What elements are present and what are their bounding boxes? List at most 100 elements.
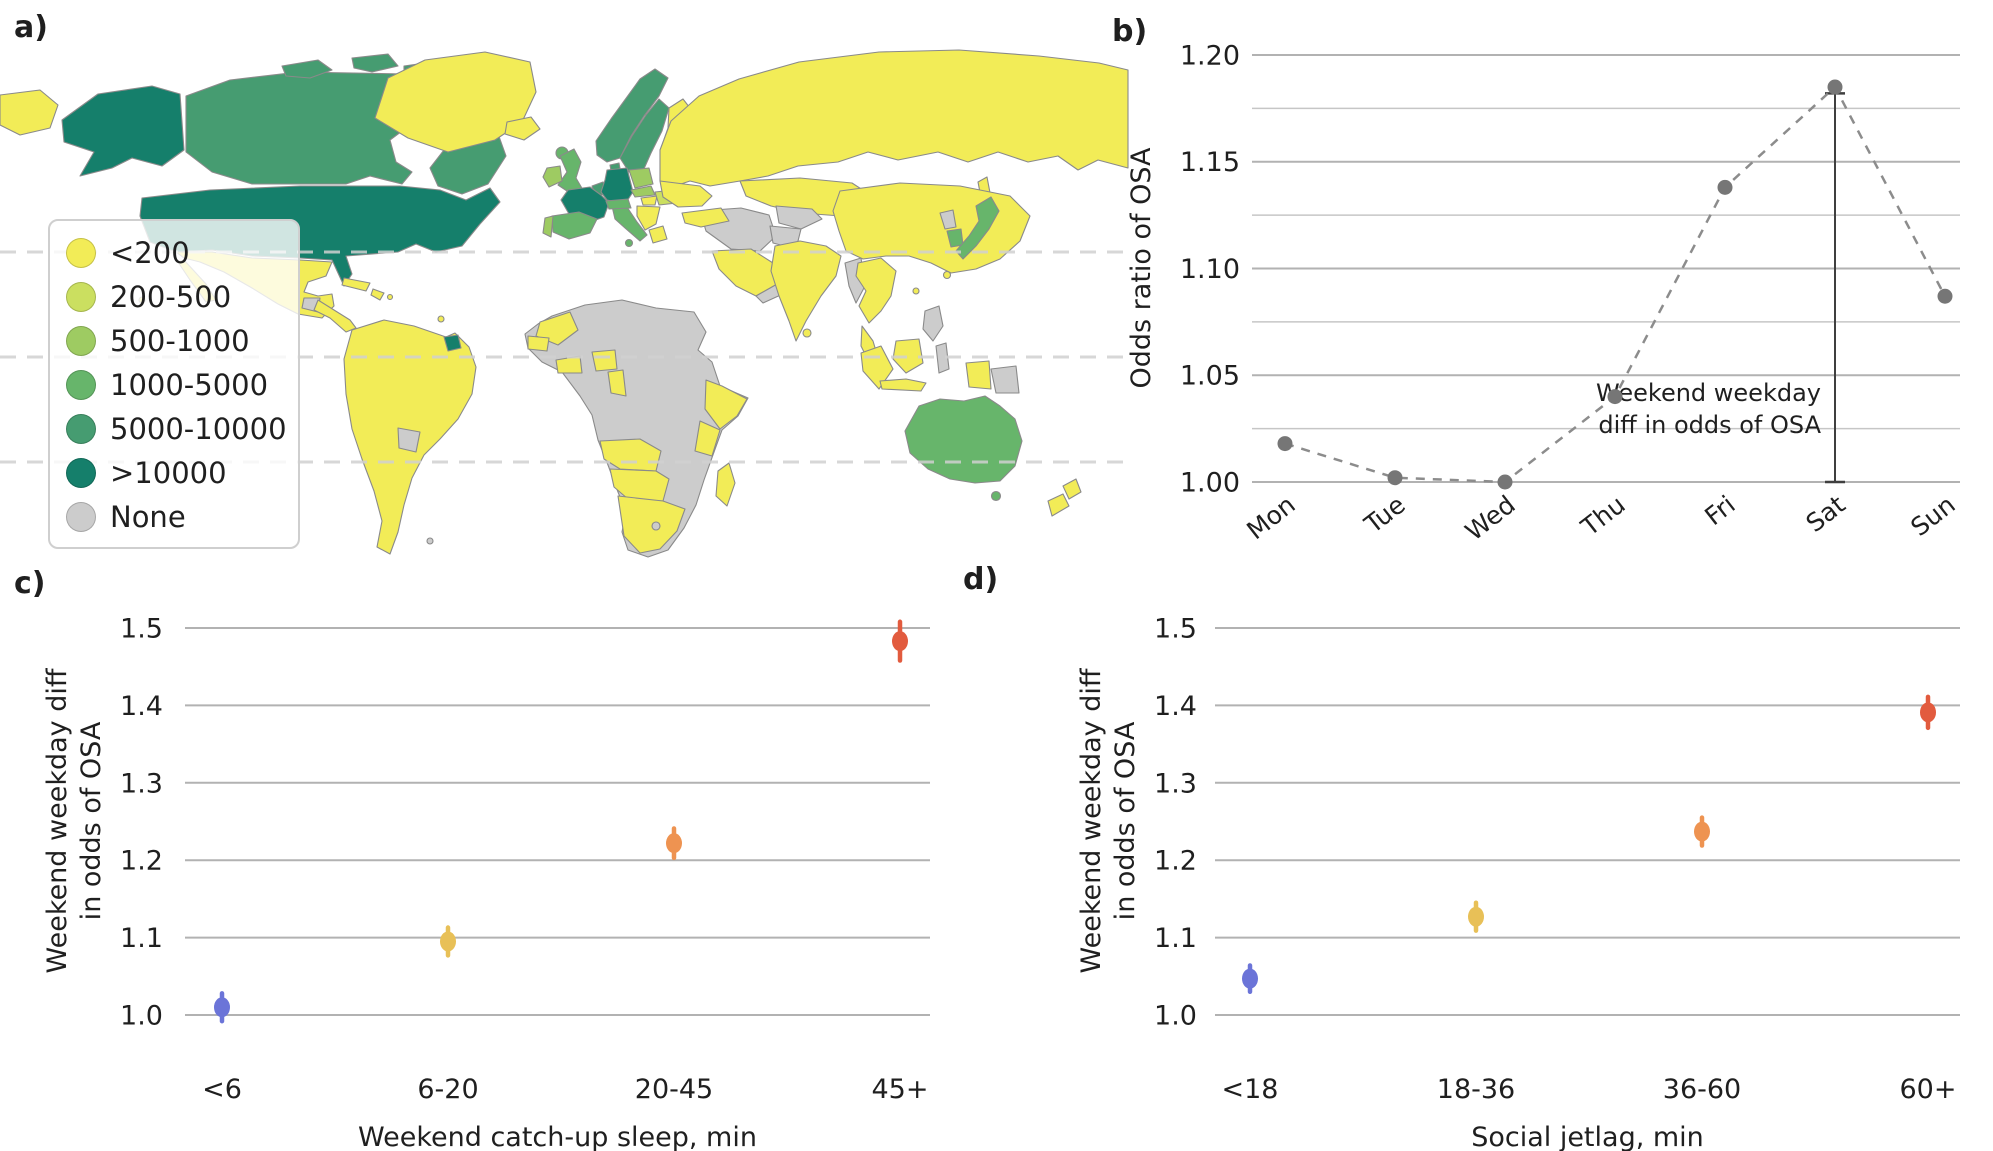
region-nigeria bbox=[591, 349, 618, 372]
legend-swatch-c1000_5000 bbox=[66, 370, 96, 400]
region-india bbox=[770, 240, 842, 342]
data-point-Wed bbox=[1497, 474, 1513, 490]
y-tick-label: 1.2 bbox=[120, 846, 163, 877]
x-tick-label-6-20: 6-20 bbox=[417, 1074, 478, 1105]
x-tick-label-<18: <18 bbox=[1222, 1074, 1279, 1105]
region-iceland bbox=[504, 116, 541, 141]
region-turkey bbox=[681, 207, 730, 228]
x-tick-label-Sun: Sun bbox=[1905, 490, 1960, 542]
y-axis-label: Odds ratio of OSA bbox=[1126, 147, 1157, 389]
x-tick-label-Sat: Sat bbox=[1801, 490, 1851, 538]
region-arctic-island bbox=[351, 53, 399, 73]
region-gray-stans bbox=[775, 205, 823, 230]
x-tick-label-45+: 45+ bbox=[872, 1074, 929, 1105]
y-tick-label: 1.15 bbox=[1180, 147, 1240, 178]
legend-swatch-c5000_10000 bbox=[66, 414, 96, 444]
legend-row-c1000_5000: 1000-5000 bbox=[50, 363, 298, 407]
panel-label-c: c) bbox=[14, 566, 46, 601]
y-tick-label: 1.5 bbox=[1154, 613, 1197, 644]
legend-swatch-lt200 bbox=[66, 238, 96, 268]
panel-label-a: a) bbox=[14, 10, 48, 45]
data-point-<18 bbox=[1242, 968, 1258, 989]
region-north-korea bbox=[939, 209, 957, 230]
data-point-60+ bbox=[1920, 702, 1936, 723]
region-arctic-island bbox=[281, 59, 333, 79]
legend-row-c5000_10000: 5000-10000 bbox=[50, 407, 298, 451]
y-tick-label: 1.2 bbox=[1154, 846, 1197, 877]
region-japan bbox=[955, 196, 1000, 260]
region-west-papua bbox=[965, 360, 992, 390]
region-cameroon-gabon bbox=[607, 369, 627, 397]
region-sicily bbox=[624, 238, 634, 248]
y-tick-label: 1.0 bbox=[120, 1000, 163, 1031]
data-point-6-20 bbox=[440, 931, 456, 952]
region-philippines bbox=[922, 305, 944, 342]
x-tick-label-60+: 60+ bbox=[1900, 1074, 1957, 1105]
region-russia bbox=[659, 49, 1129, 188]
region-greenland bbox=[374, 51, 537, 153]
region-czech-slovakia bbox=[630, 185, 656, 198]
region-alpine bbox=[605, 198, 632, 210]
region-poland bbox=[628, 167, 654, 189]
region-portugal bbox=[542, 215, 554, 238]
x-tick-label-Wed: Wed bbox=[1460, 490, 1521, 546]
legend-swatch-c200_500 bbox=[66, 282, 96, 312]
data-point-Sun bbox=[1937, 288, 1953, 304]
region-australia bbox=[904, 395, 1023, 484]
panel-d-chart: 1.0 1.1 1.2 1.3 1.4 1.5 Weekend weekday diff in… bbox=[1076, 613, 1960, 1151]
legend-row-c500_1000: 500-1000 bbox=[50, 319, 298, 363]
region-madagascar bbox=[715, 462, 736, 507]
region-morocco bbox=[535, 311, 579, 346]
y-axis-label-line1: Weekend weekday diff bbox=[42, 667, 73, 973]
data-point-18-36 bbox=[1468, 906, 1484, 927]
x-tick-label-<6: <6 bbox=[202, 1074, 242, 1105]
y-axis-label-line2: in odds of OSA bbox=[76, 721, 107, 920]
region-hainan bbox=[912, 287, 920, 295]
region-png bbox=[990, 365, 1020, 394]
y-tick-label: 1.1 bbox=[1154, 923, 1197, 954]
region-china bbox=[832, 182, 1031, 274]
region-hispaniola bbox=[370, 288, 385, 301]
y-axis-label-line2: in odds of OSA bbox=[1110, 721, 1141, 920]
region-russia-west bbox=[659, 180, 713, 208]
region-lesotho bbox=[651, 521, 661, 531]
region-sri-lanka bbox=[802, 328, 812, 338]
panel-c-chart: 1.0 1.1 1.2 1.3 1.4 1.5 Weekend weekday diff in… bbox=[42, 613, 930, 1151]
y-tick-label: 1.4 bbox=[120, 691, 163, 722]
legend-swatch-none bbox=[66, 502, 96, 532]
legend-label-c500_1000: 500-1000 bbox=[110, 323, 250, 358]
region-falklands bbox=[426, 537, 434, 545]
x-tick-label-Thu: Thu bbox=[1575, 490, 1631, 542]
data-point-Tue bbox=[1387, 470, 1403, 486]
legend-label-c200_500: 200-500 bbox=[110, 279, 232, 314]
region-nz-north bbox=[1062, 478, 1082, 500]
legend-row-gt10000: >10000 bbox=[50, 451, 298, 495]
legend-label-lt200: <200 bbox=[110, 235, 190, 270]
x-tick-label-20-45: 20-45 bbox=[635, 1074, 713, 1105]
y-tick-label: 1.00 bbox=[1180, 467, 1240, 498]
legend-row-lt200: <200 bbox=[50, 231, 298, 275]
y-tick-label: 1.10 bbox=[1180, 254, 1240, 285]
region-cuba bbox=[341, 277, 371, 292]
x-tick-label-36-60: 36-60 bbox=[1663, 1074, 1741, 1105]
region-paraguay bbox=[397, 427, 421, 453]
legend-label-c1000_5000: 1000-5000 bbox=[110, 367, 269, 402]
region-java bbox=[879, 378, 927, 392]
y-axis-label-line1: Weekend weekday diff bbox=[1076, 667, 1107, 973]
region-alaska bbox=[61, 85, 185, 177]
y-tick-label: 1.4 bbox=[1154, 691, 1197, 722]
legend-row-c200_500: 200-500 bbox=[50, 275, 298, 319]
region-central-america bbox=[313, 299, 357, 333]
legend-label-gt10000: >10000 bbox=[110, 455, 227, 490]
x-tick-label-18-36: 18-36 bbox=[1437, 1074, 1515, 1105]
region-puerto-rico bbox=[386, 293, 394, 301]
region-hungary bbox=[640, 195, 658, 206]
region-indochina bbox=[855, 257, 897, 324]
panel-label-d: d) bbox=[963, 562, 999, 597]
annotation-text: diff in odds of OSA bbox=[1598, 411, 1821, 439]
legend-row-none: None bbox=[50, 495, 298, 539]
y-tick-label: 1.5 bbox=[120, 613, 163, 644]
legend-swatch-gt10000 bbox=[66, 458, 96, 488]
